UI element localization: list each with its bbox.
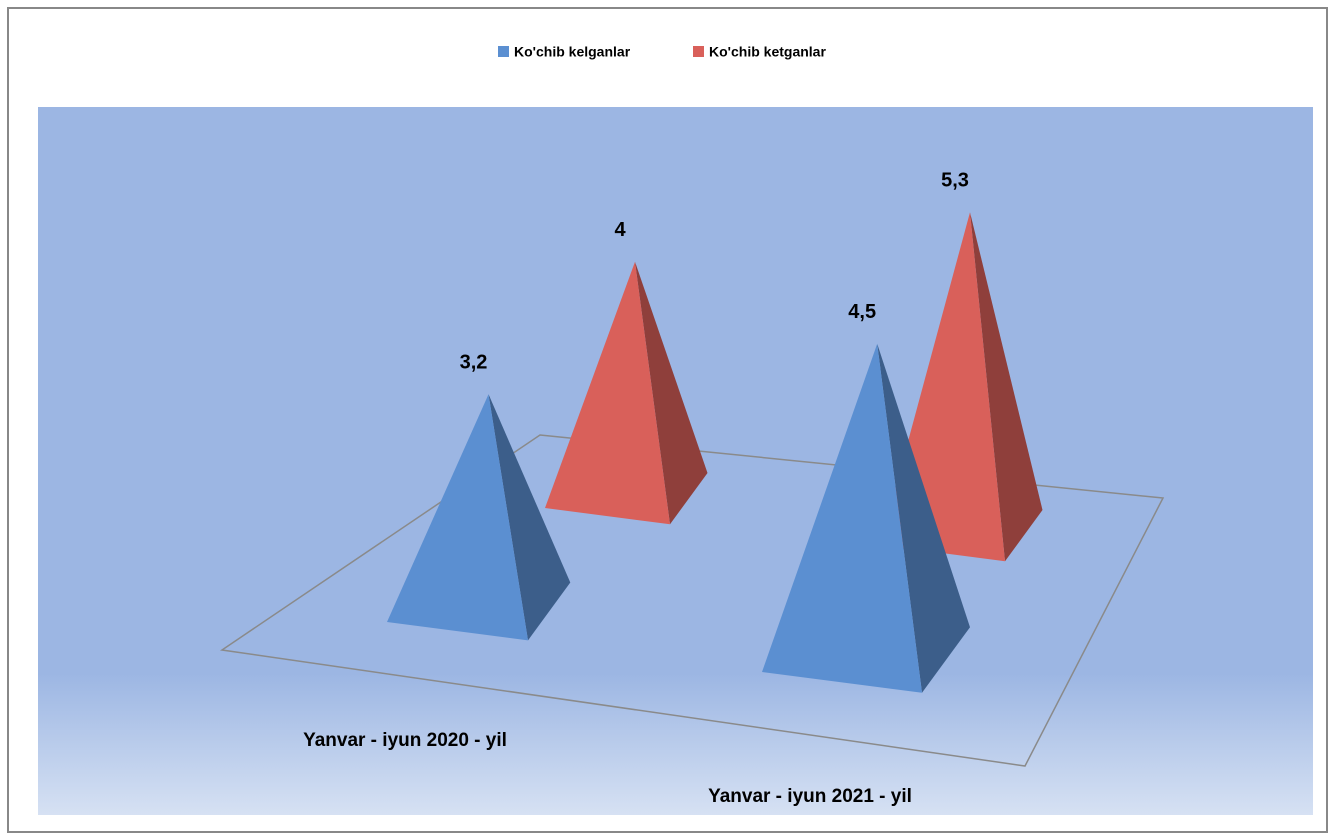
category-label: Yanvar - iyun 2021 - yil — [708, 786, 912, 807]
legend-swatch — [498, 46, 509, 57]
pyramid-side — [635, 261, 708, 525]
pyramid-front — [762, 343, 922, 693]
legend-label: Ko'chib kelganlar — [514, 44, 631, 60]
legend-label: Ko'chib ketganlar — [709, 44, 826, 60]
data-label: 3,2 — [460, 352, 488, 374]
data-label: 4,5 — [848, 301, 876, 323]
pyramid-side — [877, 343, 970, 693]
legend-swatch — [693, 46, 704, 57]
pyramid-side — [970, 212, 1043, 562]
pyramid-side — [488, 394, 571, 641]
pyramid-front — [387, 394, 528, 641]
category-label: Yanvar - iyun 2020 - yil — [303, 730, 507, 751]
pyramid-front — [545, 261, 670, 525]
data-label: 4 — [614, 219, 626, 241]
data-label: 5,3 — [941, 169, 969, 191]
